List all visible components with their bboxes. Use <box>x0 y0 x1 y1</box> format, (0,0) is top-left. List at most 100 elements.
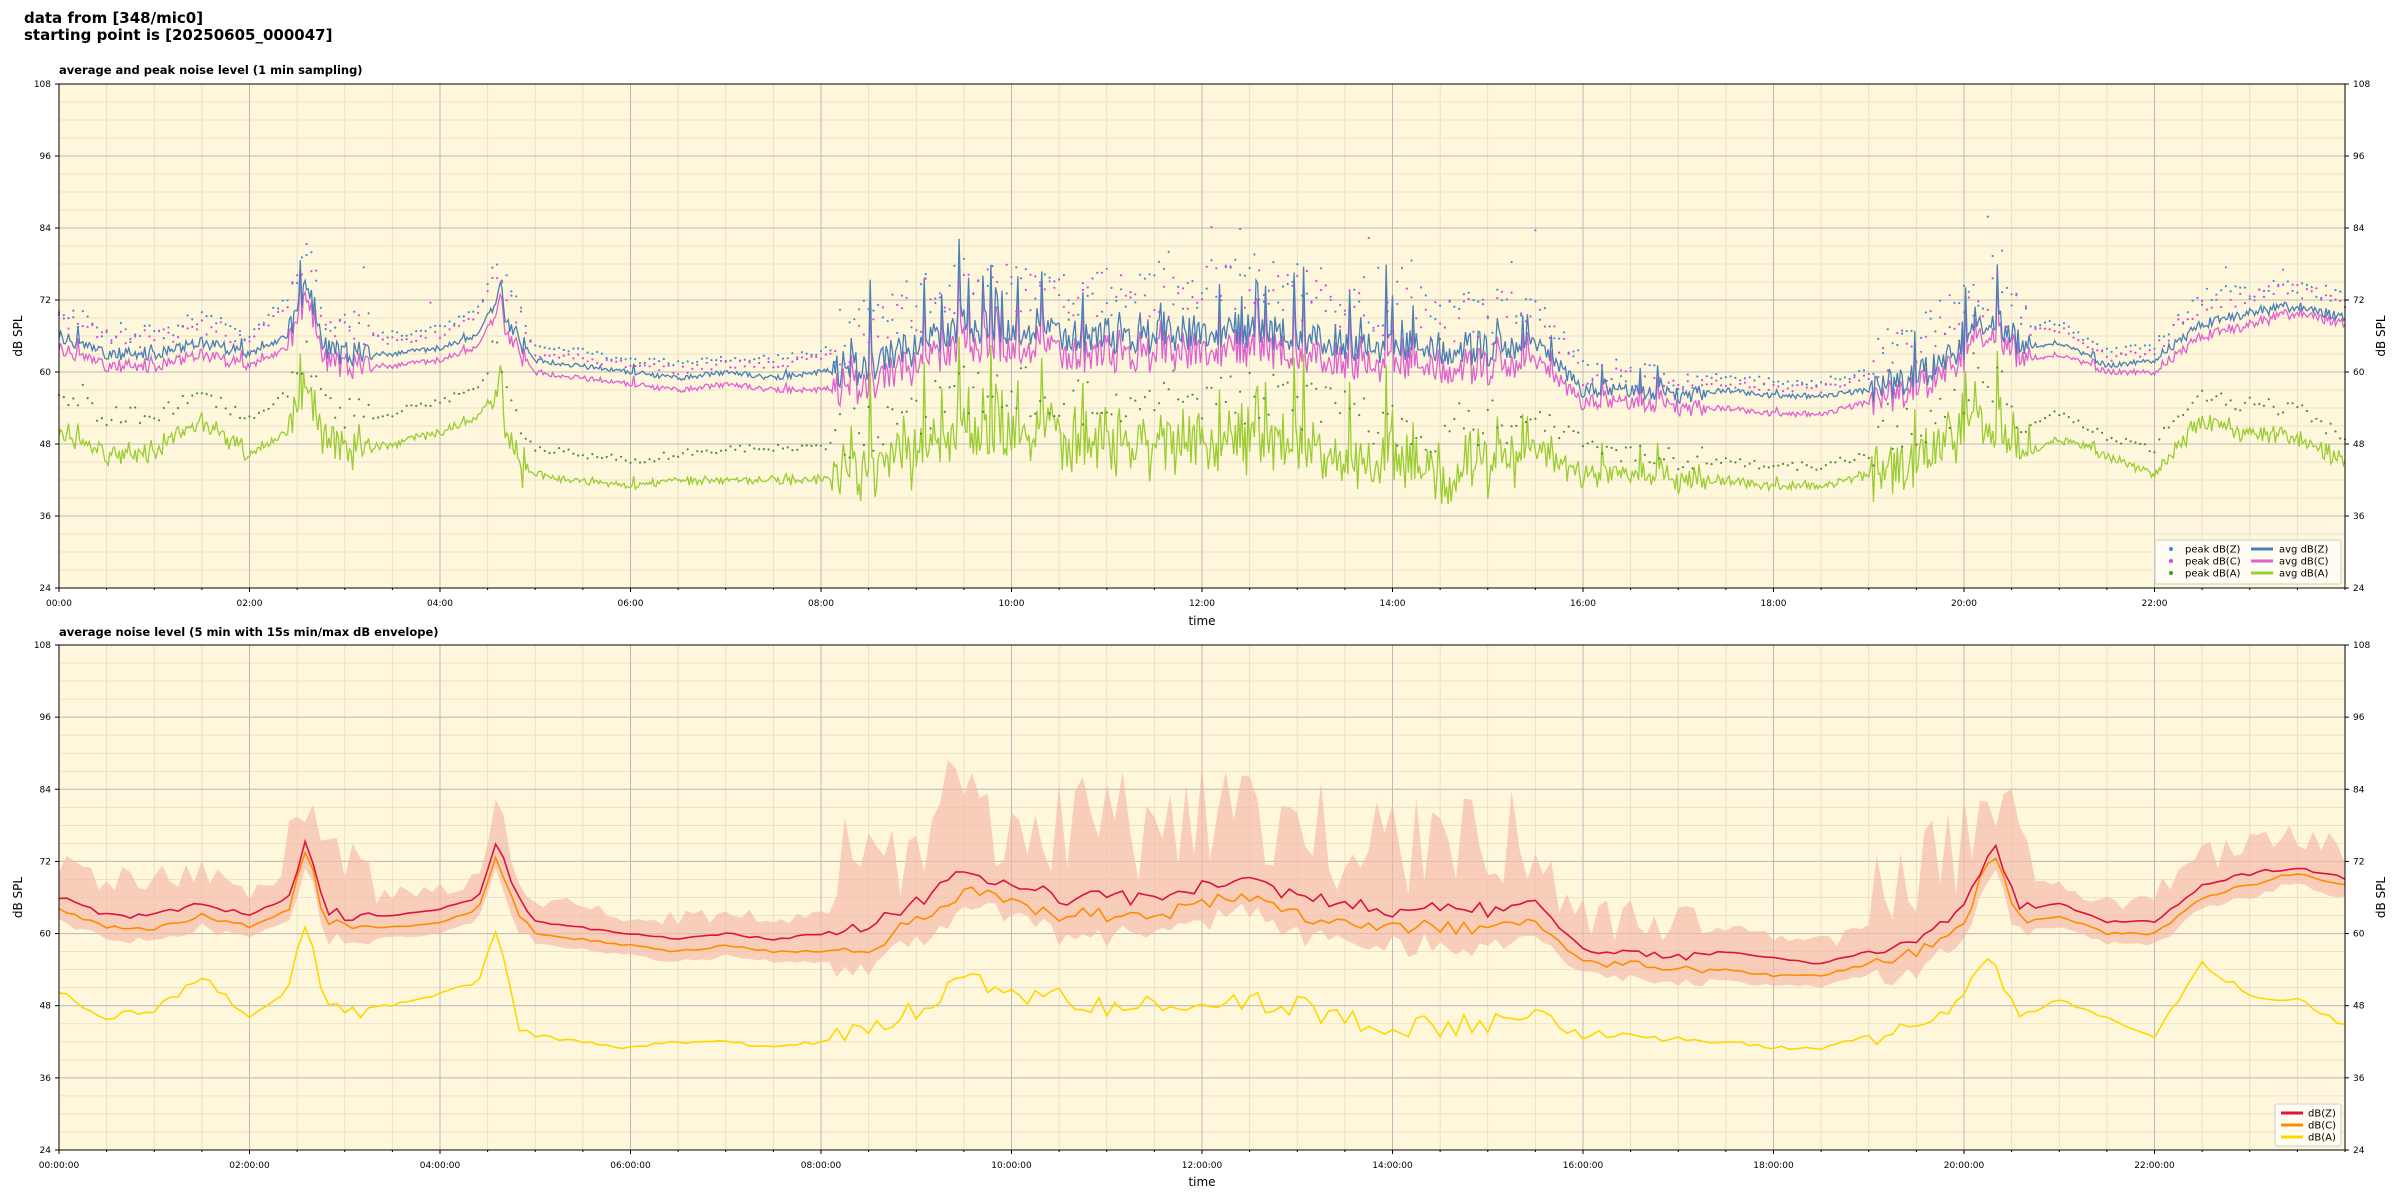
peak-point <box>1124 294 1127 297</box>
series-peak-c <box>57 226 2347 394</box>
peak-point <box>548 451 551 455</box>
peak-point <box>1648 364 1651 367</box>
peak-point <box>719 359 723 363</box>
peak-point <box>400 334 403 337</box>
peak-point <box>1224 266 1227 269</box>
peak-point <box>1229 265 1232 268</box>
peak-point <box>1596 374 1599 377</box>
peak-point <box>2239 292 2242 295</box>
y-tick-label: 48 <box>40 1002 52 1012</box>
peak-point <box>1620 369 1623 372</box>
peak-point <box>1062 305 1065 308</box>
peak-point <box>2329 422 2332 425</box>
peak-point <box>958 299 961 302</box>
peak-point <box>2067 416 2070 419</box>
peak-point <box>548 354 551 357</box>
y-tick-label: 108 <box>34 641 51 651</box>
peak-point <box>905 296 908 299</box>
peak-point <box>1891 342 1894 345</box>
peak-point <box>1620 375 1623 378</box>
peak-point <box>962 273 966 277</box>
peak-point <box>653 460 656 463</box>
peak-point <box>677 455 680 458</box>
peak-point <box>1691 467 1694 470</box>
peak-point <box>591 352 594 355</box>
peak-point <box>1524 421 1527 424</box>
peak-point <box>1705 383 1708 386</box>
legend-label: dB(Z) <box>2308 1109 2336 1120</box>
peak-point <box>2091 340 2094 343</box>
peak-point <box>291 282 294 285</box>
series-avg-c <box>58 256 2346 419</box>
peak-point <box>119 421 122 424</box>
peak-point <box>586 457 589 460</box>
peak-point <box>1643 375 1646 378</box>
peak-point <box>667 362 670 365</box>
peak-point <box>1710 376 1713 379</box>
peak-point <box>1477 300 1480 303</box>
peak-point <box>762 366 766 369</box>
peak-point <box>643 364 646 367</box>
peak-point <box>1600 365 1604 368</box>
peak-point <box>296 274 299 277</box>
peak-point <box>710 368 713 371</box>
peak-point <box>1862 454 1866 457</box>
peak-point <box>1724 376 1727 379</box>
peak-point <box>2286 402 2289 405</box>
peak-point <box>1239 227 1242 231</box>
chart-panel-1: 24 24 36 36 48 48 60 60 72 72 84 84 96 96 108 108 00:00 0… <box>11 63 2388 628</box>
peak-point <box>2339 290 2342 293</box>
peak-point <box>1029 309 1032 312</box>
peak-point <box>119 330 122 333</box>
peak-point <box>2115 440 2118 443</box>
peak-point <box>672 371 675 374</box>
peak-point <box>2158 335 2161 338</box>
peak-point <box>1553 425 1556 428</box>
peak-point <box>500 279 503 282</box>
peak-point <box>896 303 899 306</box>
peak-point <box>872 449 875 452</box>
peak-point <box>462 315 465 318</box>
peak-point <box>1200 298 1204 301</box>
x-tick-label: 08:00:00 <box>801 1161 842 1171</box>
peak-point <box>2329 294 2332 297</box>
peak-point <box>348 325 351 328</box>
peak-point <box>1781 382 1785 386</box>
peak-point <box>496 341 499 344</box>
peak-point <box>162 328 165 331</box>
peak-point <box>629 461 632 464</box>
peak-point <box>219 321 222 324</box>
peak-point <box>1219 376 1223 379</box>
x-tick-label: 06:00 <box>618 599 644 609</box>
peak-point <box>2253 295 2256 298</box>
peak-point <box>429 301 432 304</box>
peak-point <box>2196 395 2199 398</box>
peak-point <box>929 427 932 430</box>
peak-point <box>2162 426 2166 429</box>
peak-point <box>1000 307 1004 310</box>
peak-point <box>934 380 937 383</box>
peak-point <box>891 408 894 411</box>
peak-point <box>519 310 523 313</box>
peak-point <box>86 325 89 328</box>
peak-point <box>1067 299 1070 302</box>
peak-point <box>448 320 451 323</box>
peak-point <box>572 357 575 360</box>
peak-point <box>2086 428 2089 431</box>
peak-point <box>1139 273 1142 276</box>
peak-point <box>2053 330 2056 333</box>
peak-point <box>1720 461 1723 464</box>
peak-point <box>1072 302 1075 305</box>
peak-point <box>705 449 708 452</box>
peak-point <box>724 360 727 363</box>
peak-point <box>543 346 546 349</box>
peak-point <box>1420 326 1423 329</box>
peak-point <box>277 396 280 400</box>
peak-point <box>443 325 446 328</box>
peak-point <box>615 458 618 461</box>
peak-point <box>1591 440 1594 443</box>
peak-point <box>1743 377 1746 380</box>
peak-point <box>1667 447 1670 450</box>
peak-point <box>1339 303 1342 306</box>
peak-point <box>1867 456 1870 460</box>
